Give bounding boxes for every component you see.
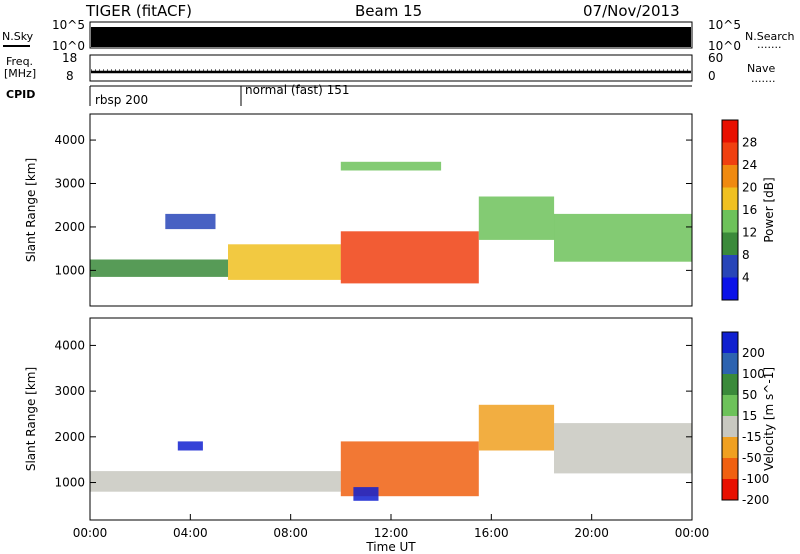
nsky-fill [91,27,691,47]
velocity-echo-band-3 [554,423,692,474]
time-axis-ticks: 00:00 04:00 08:00 12:00 16:00 20:00 00:00 [73,514,710,540]
velocity-colorbar-tick-5: -50 [742,451,762,465]
velocity-colorbar-swatch-7 [722,479,738,500]
power-colorbar-swatch-6 [722,142,738,165]
date-label: 07/Nov/2013 [583,2,680,20]
power-echo-band-0 [90,259,228,277]
power-echo-band-4 [554,213,692,262]
power-heatmap-cells [90,161,692,284]
power-colorbar-frame [721,119,739,301]
nsearch-legend-dots: ....... [757,38,781,51]
velocity-colorbar-tick-2: 50 [742,388,757,402]
velocity-colorbar: 200 100 50 15 -15 -50 -100 -200 [721,331,769,507]
power-ytick-label-0: 1000 [54,263,85,277]
velocity-colorbar-label: Velocity [m s^-1] [762,367,776,471]
power-colorbar-tick-2: 12 [742,226,757,240]
power-axes: 1000 2000 3000 4000 [54,133,692,277]
freq-panel [89,54,693,82]
power-ylabel: Slant Range [km] [24,158,38,262]
velocity-ytick-label-0: 1000 [54,476,85,490]
power-colorbar-tick-5: 24 [742,158,757,172]
velocity-colorbar-tick-1: 100 [742,367,765,381]
xtick-label-4: 16:00 [474,526,509,540]
xtick-label-0: 00:00 [73,526,108,540]
velocity-echo-band-4 [177,441,203,451]
freq-label-1: Freq. [6,55,33,68]
power-echo-band-3 [478,196,555,240]
beam-label: Beam 15 [355,2,422,20]
velocity-heatmap-cells [90,404,692,501]
nsky-label: N.Sky [2,30,34,43]
velocity-colorbar-tick-3: 15 [742,409,757,423]
time-axis-label: Time UT [365,540,416,554]
power-colorbar-tick-4: 20 [742,181,757,195]
power-colorbar-tick-3: 16 [742,203,757,217]
velocity-colorbar-swatch-4 [722,416,738,437]
velocity-echo-band-5 [353,487,379,501]
power-colorbar-swatch-2 [722,232,738,255]
nsky-tick-low: 10^0 [52,39,85,53]
velocity-echo-band-0 [90,471,341,492]
velocity-colorbar-tick-4: -15 [742,430,762,444]
power-colorbar: 4 8 12 16 20 24 28 [721,119,757,301]
freq-tick-high: 18 [62,51,77,65]
velocity-colorbar-tick-0: 200 [742,346,765,360]
power-colorbar-swatch-1 [722,255,738,278]
velocity-colorbar-tick-6: -100 [742,472,769,486]
nsky-tick-high: 10^5 [52,18,85,32]
velocity-axes: 1000 2000 3000 4000 [54,338,692,490]
velocity-ytick-label-2: 3000 [54,384,85,398]
velocity-colorbar-frame [721,331,739,501]
power-colorbar-swatch-0 [722,277,738,300]
cpid-mode-2: normal (fast) 151 [245,83,349,97]
velocity-ytick-label-3: 4000 [54,338,85,352]
power-colorbar-swatch-3 [722,210,738,233]
nave-tick-low: 0 [708,69,716,83]
power-colorbar-swatch-5 [722,165,738,188]
power-colorbar-tick-6: 28 [742,136,757,150]
velocity-colorbar-swatch-6 [722,458,738,479]
velocity-echo-band-2 [478,404,555,451]
xtick-label-5: 20:00 [574,526,609,540]
nsearch-tick-low: 10^0 [708,39,741,53]
power-ytick-label-2: 3000 [54,177,85,191]
power-colorbar-tick-1: 8 [742,248,750,262]
xtick-label-2: 08:00 [273,526,308,540]
power-echo-band-5 [165,213,216,230]
freq-label-2: [MHz] [4,67,36,80]
power-colorbar-swatch-7 [722,120,738,143]
velocity-colorbar-swatch-1 [722,353,738,374]
nave-legend-dots: ....... [751,72,775,85]
freq-tick-low: 8 [66,69,74,83]
power-echo-band-6 [340,161,442,171]
nsearch-tick-high: 10^5 [708,18,741,32]
velocity-colorbar-swatch-0 [722,332,738,353]
velocity-colorbar-swatch-2 [722,374,738,395]
velocity-ytick-label-1: 2000 [54,430,85,444]
cpid-label: CPID [6,88,35,101]
velocity-ylabel: Slant Range [km] [24,367,38,471]
nsearch-label: N.Search [745,30,795,43]
power-colorbar-label: Power [dB] [762,177,776,242]
velocity-colorbar-swatch-5 [722,437,738,458]
velocity-colorbar-tick-7: -200 [742,493,769,507]
power-panel-frame [89,113,693,307]
xtick-label-1: 04:00 [173,526,208,540]
cpid-mode-1: rbsp 200 [95,93,148,107]
power-echo-band-2 [340,231,479,284]
velocity-echo-band-1 [340,441,479,497]
velocity-colorbar-swatch-3 [722,395,738,416]
power-ytick-label-1: 2000 [54,220,85,234]
power-echo-band-1 [228,244,341,280]
figure-title: TIGER (fitACF) [85,2,192,20]
power-colorbar-tick-0: 4 [742,271,750,285]
power-ytick-label-3: 4000 [54,133,85,147]
power-colorbar-swatch-4 [722,187,738,210]
nave-label: Nave [747,62,775,75]
nave-tick-high: 60 [708,51,723,65]
xtick-label-6: 00:00 [675,526,710,540]
xtick-label-3: 12:00 [374,526,409,540]
